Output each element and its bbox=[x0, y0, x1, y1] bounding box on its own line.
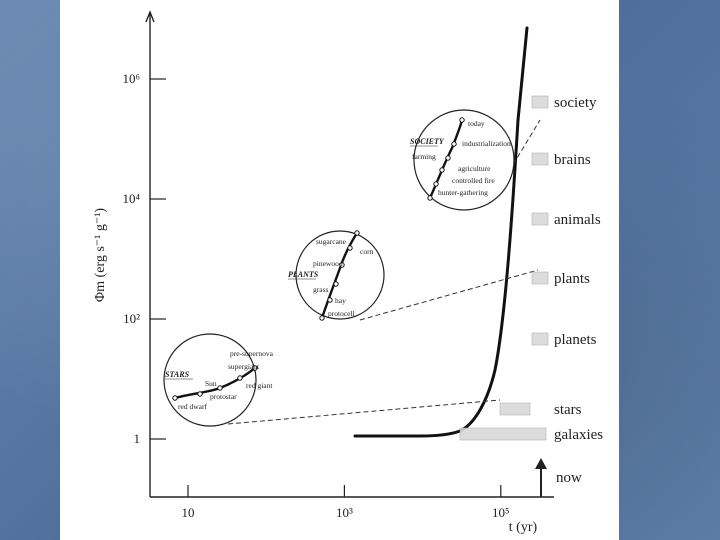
inset-label: red giant bbox=[246, 381, 273, 390]
inset-point bbox=[339, 262, 345, 268]
category-label-plants: plants bbox=[554, 271, 590, 287]
category-label-galaxies: galaxies bbox=[554, 427, 603, 443]
inset-point bbox=[427, 195, 433, 201]
y-axis-title: Φm (erg s⁻¹ g⁻¹) bbox=[93, 208, 108, 303]
inset-label: corn bbox=[360, 247, 374, 256]
inset-point bbox=[354, 230, 360, 236]
complexity-chart: 110²10⁴10⁶1010³10⁵10⁷10⁹t (yr)Φm (erg s⁻… bbox=[93, 10, 603, 535]
inset-circle-society bbox=[413, 109, 515, 211]
inset-label: hunter-gathering bbox=[438, 188, 488, 197]
inset-point bbox=[172, 395, 178, 401]
inset-point bbox=[439, 167, 445, 173]
inset-label: protocell bbox=[328, 309, 355, 318]
inset-label: agriculture bbox=[458, 164, 491, 173]
category-label-planets: planets bbox=[554, 332, 597, 348]
category-label-stars: stars bbox=[554, 402, 582, 418]
inset-point bbox=[327, 297, 333, 303]
x-axis-title: t (yr) bbox=[509, 520, 538, 535]
x-tick-label: 10⁵ bbox=[492, 505, 510, 520]
inset-circle-stars bbox=[163, 333, 257, 427]
inset-point bbox=[347, 245, 353, 251]
category-band bbox=[459, 427, 547, 441]
inset-label: industrialization bbox=[462, 139, 511, 148]
inset-title-plants: PLANTS bbox=[288, 270, 319, 279]
inset-title-society: SOCIETY bbox=[410, 137, 445, 146]
inset-point bbox=[217, 385, 223, 391]
inset-label: grass bbox=[313, 285, 328, 294]
y-tick-label: 10² bbox=[123, 311, 140, 326]
category-label-society: society bbox=[554, 95, 597, 111]
category-band bbox=[531, 271, 549, 285]
category-band bbox=[531, 212, 549, 226]
y-tick-label: 1 bbox=[134, 431, 141, 446]
category-band bbox=[531, 95, 549, 109]
x-tick-label: 10³ bbox=[336, 505, 353, 520]
inset-point bbox=[197, 391, 203, 397]
inset-label: sugarcane bbox=[316, 237, 347, 246]
inset-point bbox=[459, 117, 465, 123]
inset-label: today bbox=[468, 119, 485, 128]
inset-point bbox=[445, 155, 451, 161]
inset-point bbox=[333, 281, 339, 287]
inset-label: controlled fire bbox=[452, 176, 495, 185]
category-label-brains: brains bbox=[554, 152, 591, 168]
now-label: now bbox=[556, 470, 582, 486]
inset-point bbox=[451, 141, 457, 147]
inset-point bbox=[252, 365, 258, 371]
y-tick-label: 10⁴ bbox=[122, 191, 140, 206]
inset-title-stars: STARS bbox=[165, 370, 190, 379]
inset-label: hay bbox=[335, 296, 346, 305]
now-arrowhead bbox=[535, 458, 547, 469]
category-band bbox=[531, 152, 549, 166]
y-axis-arrow bbox=[145, 10, 155, 23]
stars-connector bbox=[227, 399, 501, 425]
category-band bbox=[531, 332, 549, 346]
inset-label: protostar bbox=[210, 392, 237, 401]
complexity-curve bbox=[353, 26, 529, 438]
inset-point bbox=[237, 375, 243, 381]
inset-label: red dwarf bbox=[178, 402, 207, 411]
inset-label: pre-supernova bbox=[230, 349, 274, 358]
inset-circle-plants bbox=[295, 230, 385, 320]
x-tick-label: 10 bbox=[182, 505, 195, 520]
inset-track-plants bbox=[320, 232, 359, 319]
plants-connector bbox=[359, 269, 539, 321]
inset-point bbox=[319, 315, 325, 321]
category-band bbox=[499, 402, 531, 416]
inset-label: supergiant bbox=[228, 362, 260, 371]
inset-label: Sun bbox=[205, 379, 217, 388]
category-label-animals: animals bbox=[554, 212, 601, 228]
inset-point bbox=[433, 181, 439, 187]
inset-label: pinewood bbox=[313, 259, 343, 268]
y-tick-label: 10⁶ bbox=[122, 71, 140, 86]
inset-label: farming bbox=[412, 152, 436, 161]
slide-panel: 110²10⁴10⁶1010³10⁵10⁷10⁹t (yr)Φm (erg s⁻… bbox=[60, 0, 619, 540]
